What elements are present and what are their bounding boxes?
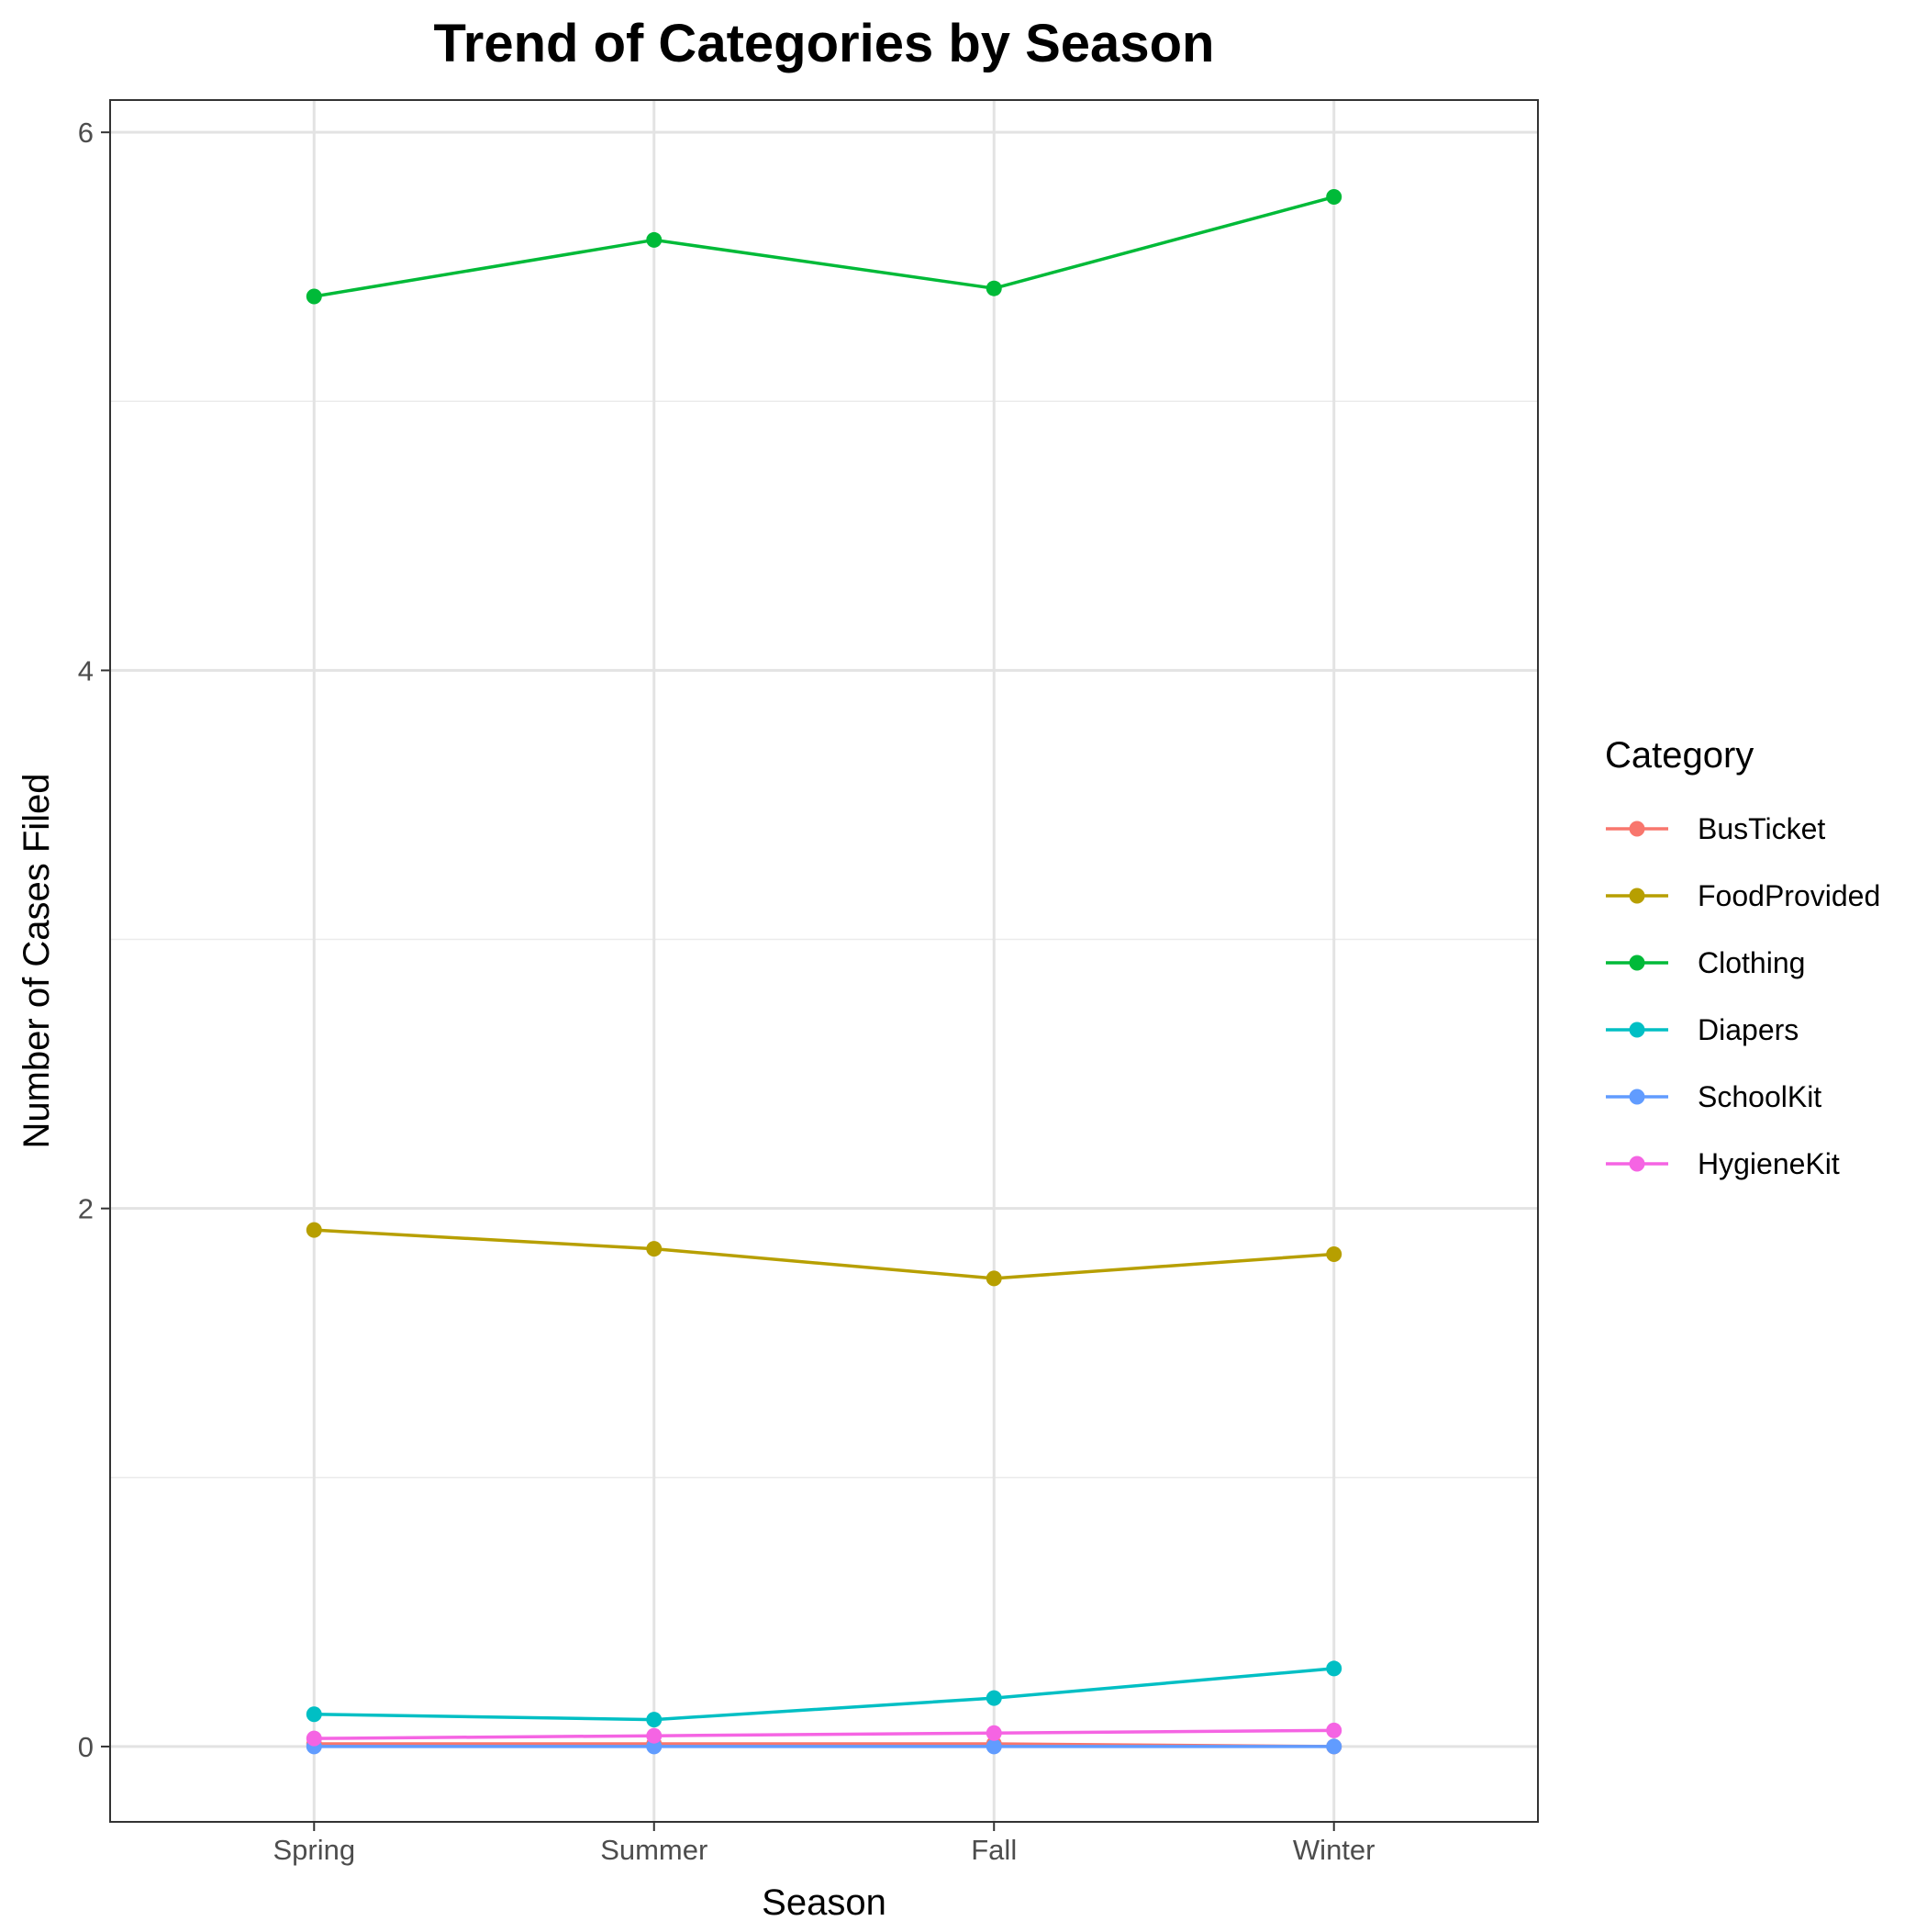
series-line: [314, 1728, 1334, 1740]
data-point: [306, 1706, 322, 1723]
data-point: [646, 1738, 663, 1755]
legend-item-hygienekit: HygieneKit: [1606, 1147, 1840, 1180]
grid-layer: [110, 100, 1538, 1822]
axis-layer: 0 2 4 6 Spring Summer Fall Winter: [78, 117, 1376, 1866]
legend-label: Clothing: [1698, 946, 1805, 979]
legend-key-point: [1629, 888, 1645, 904]
legend-label: SchoolKit: [1698, 1080, 1821, 1113]
legend-key-point: [1629, 821, 1645, 837]
data-point: [1326, 1722, 1342, 1738]
chart-title: Trend of Categories by Season: [434, 14, 1215, 73]
plot-border: [109, 99, 1539, 1823]
data-point: [646, 1712, 663, 1728]
data-point: [646, 1241, 663, 1257]
series-diapers: [306, 1660, 1342, 1728]
legend-key-point: [1629, 955, 1645, 971]
series-hygienekit: [306, 1722, 1342, 1747]
data-point: [1326, 1738, 1342, 1755]
data-point: [306, 1222, 322, 1238]
legend-key-point: [1629, 1089, 1645, 1105]
x-tick-label: Winter: [1293, 1834, 1376, 1866]
legend: Category BusTicket FoodProvided Clothing Di…: [1605, 735, 1880, 1180]
data-point: [986, 1270, 1002, 1287]
x-tick-label: Summer: [600, 1834, 707, 1866]
series-clothing: [306, 189, 1342, 305]
data-point: [306, 288, 322, 305]
legend-key-point: [1629, 1156, 1645, 1172]
legend-item-busticket: BusTicket: [1606, 812, 1825, 845]
legend-item-foodprovided: FoodProvided: [1606, 879, 1880, 912]
x-axis-title: Season: [762, 1882, 886, 1923]
legend-label: Diapers: [1698, 1013, 1799, 1046]
y-axis-title: Number of Cases Filed: [17, 773, 57, 1148]
data-point: [986, 1725, 1002, 1741]
legend-items: BusTicket FoodProvided Clothing Diapers Scho…: [1606, 812, 1880, 1180]
y-tick-label: 4: [78, 654, 94, 687]
y-tick-label: 6: [78, 117, 94, 149]
legend-label: BusTicket: [1698, 812, 1825, 845]
legend-label: HygieneKit: [1698, 1147, 1840, 1180]
series-schoolkit: [306, 1738, 1342, 1755]
data-point: [986, 1690, 1002, 1706]
data-point: [1326, 1660, 1342, 1677]
y-tick-label: 0: [78, 1731, 94, 1763]
x-tick-label: Fall: [971, 1834, 1017, 1866]
series-layer: [306, 189, 1342, 1755]
legend-title: Category: [1605, 735, 1754, 776]
data-point: [986, 1738, 1002, 1755]
data-point: [986, 280, 1002, 296]
legend-key-point: [1629, 1022, 1645, 1038]
series-line: [314, 1667, 1334, 1722]
series-line: [313, 195, 1335, 298]
legend-item-schoolkit: SchoolKit: [1606, 1080, 1821, 1113]
series-foodprovided: [306, 1222, 1342, 1287]
legend-item-diapers: Diapers: [1606, 1013, 1799, 1046]
legend-label: FoodProvided: [1698, 879, 1880, 912]
data-point: [646, 1727, 663, 1744]
data-point: [1326, 1246, 1342, 1263]
data-point: [646, 231, 663, 248]
data-point: [306, 1730, 322, 1747]
series-line: [314, 1228, 1334, 1280]
x-tick-label: Spring: [273, 1834, 355, 1866]
y-tick-label: 2: [78, 1193, 94, 1225]
legend-item-clothing: Clothing: [1606, 946, 1805, 979]
data-point: [1326, 189, 1342, 206]
